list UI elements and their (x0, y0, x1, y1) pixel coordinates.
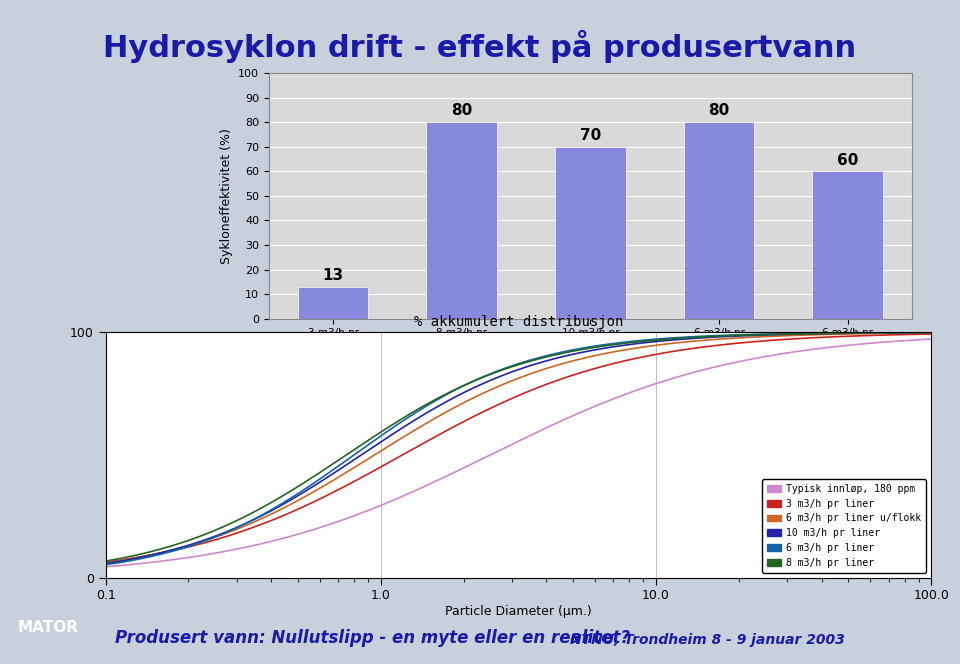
3 m3/h pr liner (588, 365, 600, 373)
Text: Produsert vann: Nullutslipp - en myte eller en realitet?: Produsert vann: Nullutslipp - en myte el… (115, 629, 631, 647)
Typisk innløp, 180 ppm (848, 341, 859, 349)
6 m3/h pr liner u/flokk (103, 558, 114, 566)
Line: 8 m3/h pr liner: 8 m3/h pr liner (106, 333, 931, 561)
Text: 80: 80 (708, 104, 730, 118)
Typisk innløp, 180 ppm (796, 347, 807, 355)
10 m3/h pr liner (591, 345, 603, 353)
Text: 70: 70 (580, 128, 601, 143)
Typisk innløp, 180 ppm (103, 562, 114, 570)
10 m3/h pr liner (605, 343, 616, 351)
Text: 13: 13 (323, 268, 344, 283)
6 m3/h pr liner u/flokk (848, 330, 859, 338)
6 m3/h pr liner (591, 342, 603, 350)
6 m3/h pr liner u/flokk (925, 329, 937, 337)
10 m3/h pr liner (588, 346, 600, 354)
Typisk innløp, 180 ppm (100, 563, 111, 571)
Bar (684, 122, 755, 319)
6 m3/h pr liner (103, 560, 114, 568)
10 m3/h pr liner (100, 560, 111, 568)
6 m3/h pr liner (848, 329, 859, 337)
10 m3/h pr liner (925, 329, 937, 337)
Text: NTNU, Trondheim 8 - 9 januar 2003: NTNU, Trondheim 8 - 9 januar 2003 (570, 633, 845, 647)
6 m3/h pr liner u/flokk (796, 331, 807, 339)
Line: 6 m3/h pr liner: 6 m3/h pr liner (106, 332, 931, 565)
8 m3/h pr liner (925, 329, 937, 337)
Title: % akkumulert distribusjon: % akkumulert distribusjon (414, 315, 623, 329)
Line: Typisk innløp, 180 ppm: Typisk innløp, 180 ppm (106, 339, 931, 567)
Text: 60: 60 (837, 153, 858, 167)
8 m3/h pr liner (103, 556, 114, 564)
6 m3/h pr liner (605, 340, 616, 348)
Bar (298, 287, 369, 319)
6 m3/h pr liner u/flokk (605, 349, 616, 357)
10 m3/h pr liner (103, 559, 114, 567)
3 m3/h pr liner (605, 360, 616, 368)
8 m3/h pr liner (848, 329, 859, 337)
Text: 80: 80 (451, 104, 472, 118)
3 m3/h pr liner (796, 335, 807, 343)
6 m3/h pr liner u/flokk (588, 352, 600, 360)
6 m3/h pr liner (100, 561, 111, 569)
8 m3/h pr liner (588, 343, 600, 351)
Legend: Typisk innløp, 180 ppm, 3 m3/h pr liner, 6 m3/h pr liner u/flokk, 10 m3/h pr lin: Typisk innløp, 180 ppm, 3 m3/h pr liner,… (762, 479, 926, 573)
3 m3/h pr liner (925, 330, 937, 338)
Line: 3 m3/h pr liner: 3 m3/h pr liner (106, 334, 931, 562)
Typisk innløp, 180 ppm (605, 396, 616, 404)
X-axis label: Particle Diameter (μm.): Particle Diameter (μm.) (445, 606, 591, 618)
Bar (812, 171, 883, 319)
Bar (426, 122, 497, 319)
Y-axis label: Sykloneffektivitet (%): Sykloneffektivitet (%) (220, 128, 232, 264)
3 m3/h pr liner (100, 558, 111, 566)
6 m3/h pr liner u/flokk (100, 559, 111, 567)
6 m3/h pr liner (796, 329, 807, 337)
10 m3/h pr liner (848, 329, 859, 337)
Line: 10 m3/h pr liner: 10 m3/h pr liner (106, 333, 931, 564)
Text: MATOR: MATOR (17, 620, 79, 635)
8 m3/h pr liner (100, 557, 111, 565)
Typisk innløp, 180 ppm (588, 402, 600, 410)
8 m3/h pr liner (796, 330, 807, 338)
10 m3/h pr liner (796, 330, 807, 338)
Text: Hydrosyklon drift - effekt på produsertvann: Hydrosyklon drift - effekt på produsertv… (104, 30, 856, 63)
Typisk innløp, 180 ppm (591, 402, 603, 410)
Typisk innløp, 180 ppm (925, 335, 937, 343)
8 m3/h pr liner (591, 343, 603, 351)
Bar (555, 147, 626, 319)
6 m3/h pr liner (588, 342, 600, 350)
3 m3/h pr liner (103, 558, 114, 566)
6 m3/h pr liner u/flokk (591, 351, 603, 359)
3 m3/h pr liner (591, 364, 603, 372)
Line: 6 m3/h pr liner u/flokk: 6 m3/h pr liner u/flokk (106, 333, 931, 563)
8 m3/h pr liner (605, 341, 616, 349)
3 m3/h pr liner (848, 332, 859, 340)
6 m3/h pr liner (925, 328, 937, 336)
